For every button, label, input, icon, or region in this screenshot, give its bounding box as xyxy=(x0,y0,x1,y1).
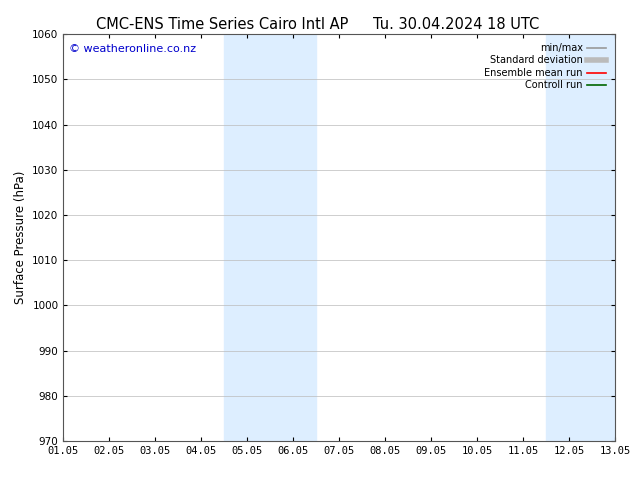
Text: CMC-ENS Time Series Cairo Intl AP: CMC-ENS Time Series Cairo Intl AP xyxy=(96,17,348,32)
Bar xyxy=(546,34,634,441)
Text: © weatheronline.co.nz: © weatheronline.co.nz xyxy=(69,45,196,54)
Text: Tu. 30.04.2024 18 UTC: Tu. 30.04.2024 18 UTC xyxy=(373,17,540,32)
Bar xyxy=(224,34,316,441)
Y-axis label: Surface Pressure (hPa): Surface Pressure (hPa) xyxy=(14,171,27,304)
Legend: min/max, Standard deviation, Ensemble mean run, Controll run: min/max, Standard deviation, Ensemble me… xyxy=(481,39,610,94)
